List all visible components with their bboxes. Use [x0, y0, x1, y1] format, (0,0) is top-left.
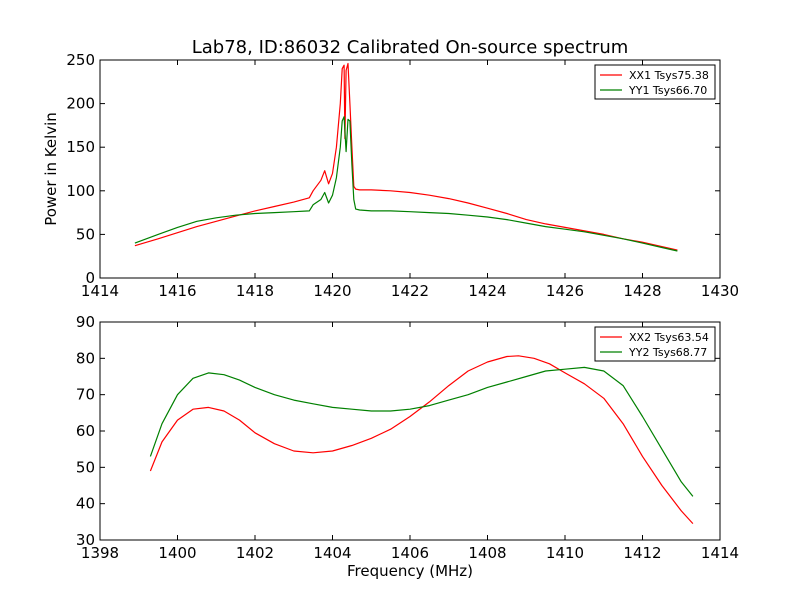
x-tick-label: 1426	[546, 282, 584, 300]
y-tick-label: 50	[76, 225, 95, 243]
legend-box	[594, 64, 716, 100]
chart-title: Lab78, ID:86032 Calibrated On-source spe…	[192, 37, 629, 58]
y-tick-label: 100	[66, 182, 95, 200]
x-tick-label: 1406	[391, 544, 429, 562]
y-tick-label: 200	[66, 95, 95, 113]
x-tick-label: 1398	[81, 544, 119, 562]
x-tick-label: 1410	[546, 544, 584, 562]
legend: XX1 Tsys75.38 YY1 Tsys66.70	[594, 64, 716, 100]
y-tick-label: 80	[76, 349, 95, 367]
y-tick-label: 70	[76, 386, 95, 404]
x-tick-label: 1428	[623, 282, 661, 300]
series-line-xx2	[149, 355, 694, 525]
plots: 1414 1416 1418 1420 1422 1424 1426 1428 14300501…	[42, 51, 739, 580]
x-tick-label: 1404	[313, 544, 351, 562]
y-tick-label: 250	[66, 51, 95, 69]
x-tick-label: 1414	[81, 282, 119, 300]
y-tick-label: 40	[76, 495, 95, 513]
subplot-1: 1414 1416 1418 1420 1422 1424 1426 1428 1430 0 50 1…	[42, 51, 739, 300]
subplot-2: 1398 1400 1402 1404 1406 1408 1410 1412 1414 30 40…	[76, 313, 739, 580]
x-tick-label: 1424	[468, 282, 506, 300]
y-axis-label: Power in Kelvin	[42, 112, 60, 226]
x-tick-label: 1402	[236, 544, 274, 562]
y-tick-label: 150	[66, 138, 95, 156]
legend-label: YY1 Tsys66.70	[628, 84, 707, 97]
x-tick-label: 1422	[391, 282, 429, 300]
y-tick-label: 30	[76, 531, 95, 549]
legend-label: XX2 Tsys63.54	[629, 331, 709, 344]
legend-label: XX1 Tsys75.38	[629, 69, 709, 82]
x-tick-label: 1408	[468, 544, 506, 562]
y-tick-label: 60	[76, 422, 95, 440]
y-tick-label: 90	[76, 313, 95, 331]
legend-box	[594, 326, 716, 362]
x-tick-label: 1416	[158, 282, 196, 300]
x-tick-label: 1414	[701, 544, 739, 562]
series-line-yy2	[149, 366, 694, 497]
x-tick-label: 1412	[623, 544, 661, 562]
legend: XX2 Tsys63.54 YY2 Tsys68.77	[594, 326, 716, 362]
legend-label: YY2 Tsys68.77	[628, 346, 707, 359]
x-tick-label: 1418	[236, 282, 274, 300]
x-tick-label: 1420	[313, 282, 351, 300]
y-tick-label: 0	[85, 269, 95, 287]
x-tick-label: 1430	[701, 282, 739, 300]
series-line-yy1	[134, 116, 678, 252]
y-tick-label: 50	[76, 458, 95, 476]
series-line-xx1	[134, 62, 678, 251]
x-tick-label: 1400	[158, 544, 196, 562]
x-axis-label: Frequency (MHz)	[347, 562, 473, 580]
